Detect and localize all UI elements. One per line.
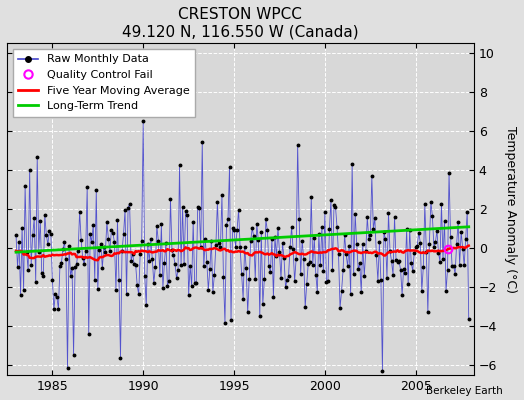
Y-axis label: Temperature Anomaly (°C): Temperature Anomaly (°C)	[504, 126, 517, 293]
Title: CRESTON WPCC
49.120 N, 116.550 W (Canada): CRESTON WPCC 49.120 N, 116.550 W (Canada…	[122, 7, 359, 39]
Legend: Raw Monthly Data, Quality Control Fail, Five Year Moving Average, Long-Term Tren: Raw Monthly Data, Quality Control Fail, …	[13, 49, 195, 117]
Text: Berkeley Earth: Berkeley Earth	[427, 386, 503, 396]
